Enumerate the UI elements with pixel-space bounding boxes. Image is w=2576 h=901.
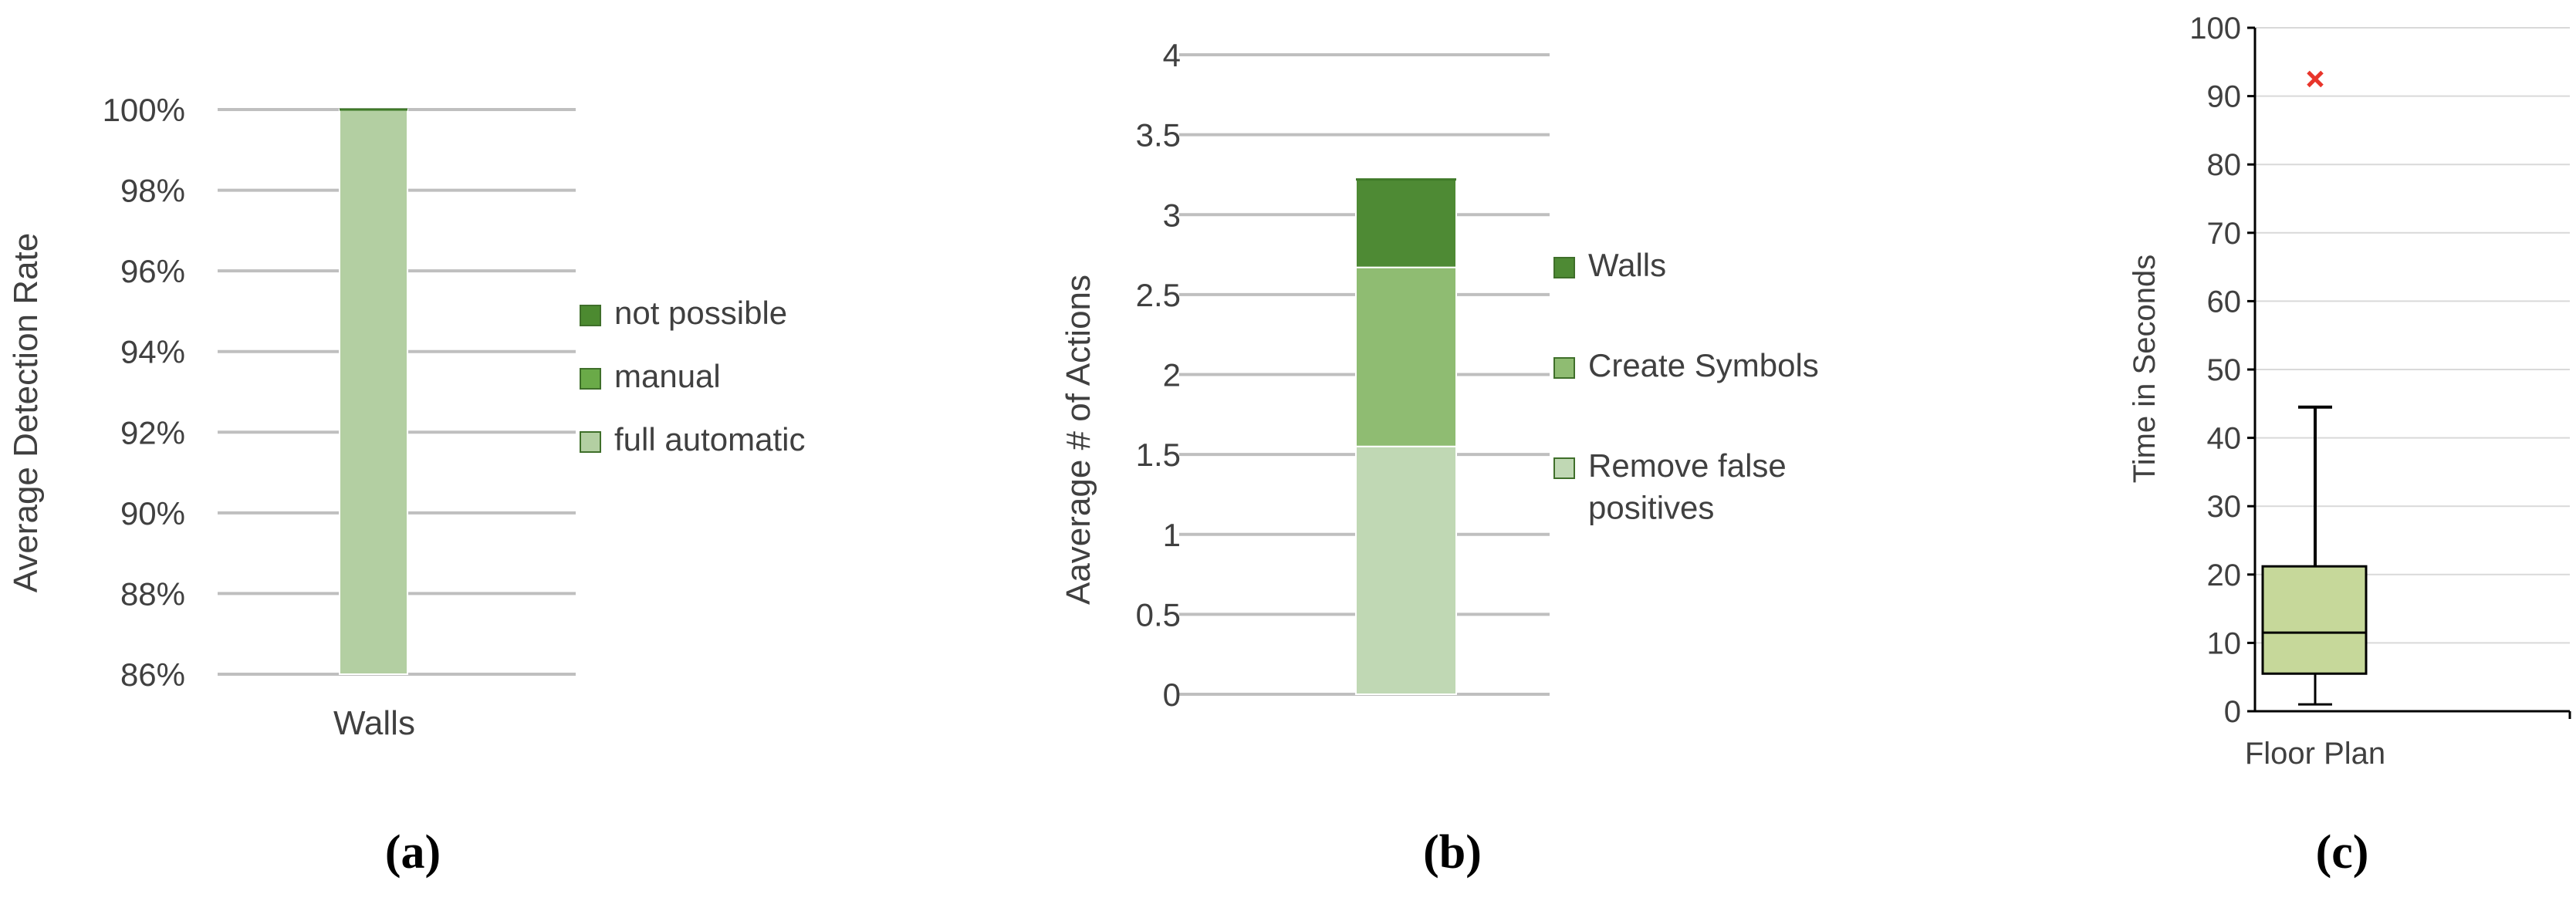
y-tick-label: 10 <box>2207 626 2242 660</box>
legend-label: Remove false positives <box>1588 447 1787 526</box>
panel-b-stacked-bar: 00.511.522.533.54 Aaverage # of Actions … <box>1060 37 1819 879</box>
panel-a-stacked-bar: 86% 88% 90% 92% 94% 96% 98% 100% Walls Average … <box>7 92 805 879</box>
y-tick-label: 86% <box>120 656 185 693</box>
y-tick-label: 3.5 <box>1136 117 1181 154</box>
legend-swatch <box>580 368 601 390</box>
legend-swatch <box>580 305 601 326</box>
legend-label: Walls <box>1588 247 1666 283</box>
c-box <box>2261 70 2368 706</box>
b-legend: Walls Create Symbols Remove false positives <box>1553 247 1819 526</box>
panel-c-box-plot: 0 10 20 30 40 50 60 70 80 90 100 Floor Plan Time i… <box>2128 12 2571 879</box>
bar-segment <box>1355 445 1457 695</box>
y-tick-label: 0.5 <box>1136 596 1181 633</box>
y-tick-label: 50 <box>2207 353 2242 387</box>
c-y-axis-title: Time in Seconds <box>2128 255 2162 483</box>
a-panel-caption: (a) <box>385 826 441 879</box>
legend-label: full automatic <box>614 421 805 457</box>
y-tick-label: 30 <box>2207 490 2242 524</box>
a-legend: not possible manual full automatic <box>580 295 805 457</box>
y-tick-label: 70 <box>2207 217 2242 251</box>
bar-segment <box>1355 178 1457 268</box>
a-y-axis-title: Average Detection Rate <box>7 233 45 592</box>
legend-swatch <box>1553 457 1575 479</box>
y-tick-label: 88% <box>120 575 185 612</box>
a-x-category-label: Walls <box>333 704 415 742</box>
c-panel-caption: (c) <box>2316 826 2369 879</box>
legend-swatch <box>1553 257 1575 278</box>
a-bars <box>339 108 408 675</box>
legend-label: Create Symbols <box>1588 347 1819 383</box>
bar-segment <box>1355 266 1457 447</box>
y-tick-label: 40 <box>2207 422 2242 456</box>
y-tick-label: 60 <box>2207 285 2242 319</box>
y-tick-label: 80 <box>2207 148 2242 182</box>
a-y-tick-labels: 86% 88% 90% 92% 94% 96% 98% 100% <box>103 92 185 693</box>
y-tick-label: 100 <box>2189 12 2241 46</box>
b-bars <box>1355 178 1457 695</box>
y-tick-label: 90 <box>2207 80 2242 114</box>
interquartile-box <box>2261 565 2368 675</box>
y-tick-label: 100% <box>103 92 185 128</box>
y-tick-label: 96% <box>120 253 185 289</box>
y-tick-label: 1 <box>1163 517 1181 553</box>
y-tick-label: 2 <box>1163 357 1181 393</box>
b-y-tick-labels: 0 0.5 1 1.5 2 2.5 3 3.5 4 <box>1136 37 1181 713</box>
y-tick-label: 3 <box>1163 197 1181 233</box>
y-tick-label: 2.5 <box>1136 277 1181 313</box>
y-tick-label: 1.5 <box>1136 437 1181 473</box>
b-panel-caption: (b) <box>1423 826 1482 879</box>
y-tick-label: 4 <box>1163 37 1181 73</box>
legend-swatch <box>580 431 601 453</box>
outlier-marker <box>2307 70 2324 88</box>
y-tick-label: 0 <box>1163 677 1181 713</box>
bar-segment <box>339 109 408 675</box>
legend-swatch <box>1553 357 1575 379</box>
y-tick-label: 98% <box>120 173 185 209</box>
y-tick-label: 20 <box>2207 558 2242 592</box>
b-y-axis-title: Aaverage # of Actions <box>1060 275 1097 605</box>
y-tick-label: 92% <box>120 414 185 450</box>
y-tick-label: 90% <box>120 495 185 531</box>
y-tick-label: 0 <box>2224 695 2241 729</box>
legend-label: not possible <box>614 295 787 331</box>
legend-label: manual <box>614 358 721 394</box>
c-y-tick-labels: 0 10 20 30 40 50 60 70 80 90 100 <box>2189 12 2241 729</box>
c-x-category-label: Floor Plan <box>2245 737 2385 771</box>
y-tick-label: 94% <box>120 334 185 370</box>
